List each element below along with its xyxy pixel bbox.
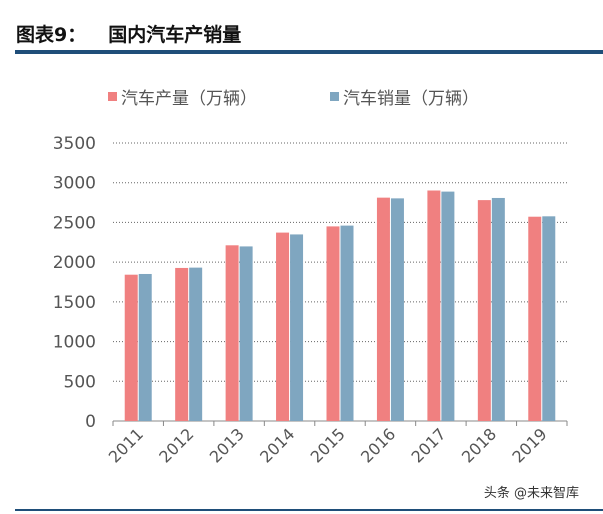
x-tick-label: 2015 [307, 424, 349, 466]
x-tick-label: 2017 [407, 424, 449, 466]
y-tick-label: 1500 [53, 293, 96, 313]
legend-label: 汽车销量（万辆） [343, 89, 479, 109]
x-tick-label: 2014 [256, 424, 298, 466]
y-tick-label: 500 [64, 372, 96, 392]
bar-sales-2013 [239, 246, 253, 421]
bar-sales-2018 [491, 197, 505, 421]
y-tick-label: 1000 [53, 333, 96, 353]
legend-swatch [330, 92, 339, 101]
bar-sales-2011 [138, 273, 152, 421]
bar-sales-2019 [542, 216, 556, 421]
bar-production-2017 [427, 190, 441, 421]
chart-title: 图表9： 国内汽车产销量 [16, 20, 241, 47]
bar-sales-2012 [189, 267, 203, 421]
y-tick-label: 0 [85, 412, 96, 432]
header-divider [15, 50, 603, 54]
bar-production-2012 [175, 267, 189, 421]
bar-production-2011 [124, 274, 138, 421]
footer-divider [15, 509, 603, 511]
y-tick-label: 3000 [53, 174, 96, 194]
figure-label: 图表9： [16, 24, 87, 46]
bar-production-2016 [376, 197, 390, 421]
bar-sales-2017 [441, 191, 455, 421]
watermark: 头条 @未来智库 [483, 486, 579, 501]
bar-production-2013 [225, 245, 239, 421]
y-tick-label: 2000 [53, 253, 96, 273]
x-tick-label: 2018 [458, 424, 500, 466]
bar-production-2015 [326, 226, 340, 421]
y-tick-label: 3500 [53, 134, 96, 154]
x-tick-label: 2011 [105, 424, 147, 466]
legend-swatch [108, 92, 117, 101]
bar-production-2018 [477, 200, 491, 421]
x-tick-label: 2019 [508, 424, 550, 466]
x-tick-label: 2016 [357, 424, 399, 466]
bar-production-2019 [528, 216, 542, 421]
y-tick-label: 2500 [53, 213, 96, 233]
bar-sales-2015 [340, 225, 354, 421]
legend-label: 汽车产量（万辆） [121, 89, 257, 109]
x-tick-label: 2013 [206, 424, 248, 466]
x-tick-label: 2012 [155, 424, 197, 466]
figure-title: 国内汽车产销量 [108, 24, 242, 46]
bar-sales-2014 [290, 234, 304, 421]
bar-sales-2016 [390, 198, 404, 421]
bar-production-2014 [276, 232, 290, 421]
